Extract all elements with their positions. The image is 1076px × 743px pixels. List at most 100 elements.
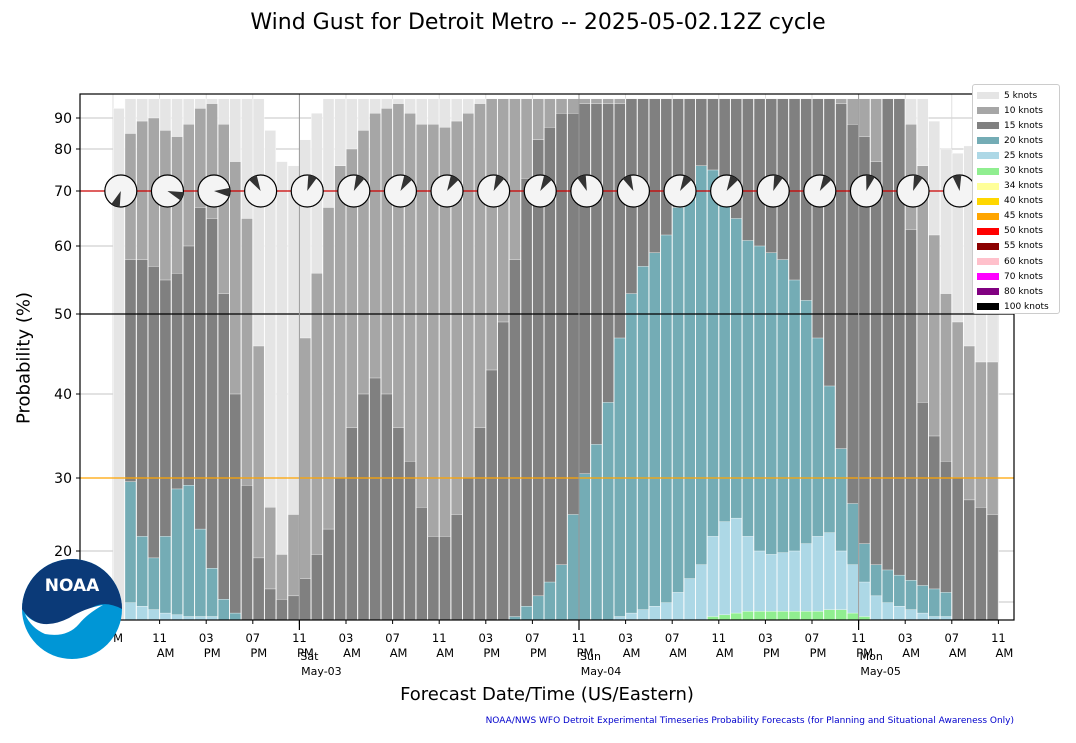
x-tick-label: 03 bbox=[478, 631, 493, 645]
legend-item: 80 knots bbox=[977, 284, 1057, 299]
bar-25-knots bbox=[893, 606, 906, 621]
wind-glyph-wedge bbox=[214, 187, 231, 197]
legend-item: 30 knots bbox=[977, 163, 1057, 178]
bar-20-knots bbox=[217, 599, 230, 621]
x-tick-ampm-label: PM bbox=[577, 646, 594, 660]
x-tick-ampm-label: PM bbox=[250, 646, 267, 660]
legend-item: 10 knots bbox=[977, 103, 1057, 118]
x-tick-ampm-label: AM bbox=[623, 646, 641, 660]
x-tick-label: 11 bbox=[292, 631, 307, 645]
bar-20-knots bbox=[124, 481, 137, 621]
bar-20-knots bbox=[579, 473, 591, 621]
legend-item: 45 knots bbox=[977, 209, 1057, 224]
bar-15-knots bbox=[299, 578, 311, 621]
bar-20-knots bbox=[206, 568, 218, 621]
legend-swatch bbox=[977, 258, 999, 266]
bar-15-knots bbox=[369, 377, 381, 621]
y-tick-label: 70 bbox=[54, 184, 72, 200]
bar-20-knots bbox=[532, 595, 544, 621]
bar-30-knots bbox=[777, 611, 789, 621]
bar-15-knots bbox=[334, 477, 346, 621]
wind-direction-glyph bbox=[849, 174, 884, 208]
bar-25-knots bbox=[916, 612, 929, 621]
bar-15-knots bbox=[217, 293, 230, 621]
legend-swatch bbox=[977, 137, 999, 145]
x-tick-ampm-label: PM bbox=[297, 646, 314, 660]
y-tick-label: 80 bbox=[54, 142, 72, 158]
bar-25-knots bbox=[637, 609, 649, 621]
bar-25-knots bbox=[124, 602, 137, 621]
x-tick-ampm-label: PM bbox=[856, 646, 873, 660]
x-tick-ampm-label: AM bbox=[436, 646, 454, 660]
bar-20-knots bbox=[520, 606, 533, 621]
bar-25-knots bbox=[847, 564, 859, 621]
x-tick-label: 03 bbox=[199, 631, 214, 645]
wind-glyph-wedge bbox=[111, 191, 121, 207]
chart-title: Wind Gust for Detroit Metro -- 2025-05-0… bbox=[250, 10, 826, 35]
legend-label: 20 knots bbox=[1004, 135, 1043, 146]
wind-glyph-wedge bbox=[819, 175, 832, 191]
bar-15-knots bbox=[322, 528, 335, 621]
bar-5-knots bbox=[276, 161, 288, 621]
bar-25-knots bbox=[718, 521, 731, 621]
bar-20-knots bbox=[660, 234, 673, 621]
bar-30-knots bbox=[730, 612, 743, 621]
legend-label: 15 knots bbox=[1004, 120, 1043, 131]
legend-item: 55 knots bbox=[977, 239, 1057, 254]
bar-15-knots bbox=[206, 218, 218, 621]
bar-30-knots bbox=[835, 609, 847, 621]
y-tick-label: 20 bbox=[54, 544, 72, 560]
bar-25-knots bbox=[777, 552, 789, 621]
day-name-label: Sun bbox=[580, 650, 601, 663]
bar-15-knots bbox=[532, 139, 544, 621]
bar-20-knots bbox=[182, 485, 195, 621]
legend-swatch bbox=[977, 212, 999, 220]
x-tick-ampm-label: AM bbox=[343, 646, 361, 660]
bar-15-knots bbox=[229, 393, 242, 621]
wind-direction-glyph bbox=[430, 174, 464, 208]
bar-15-knots bbox=[404, 461, 416, 621]
bar-25-knots bbox=[625, 612, 638, 621]
legend-label: 100 knots bbox=[1004, 301, 1049, 312]
bar-15-knots bbox=[870, 161, 882, 621]
legend-label: 70 knots bbox=[1004, 271, 1043, 282]
bar-15-knots bbox=[311, 554, 323, 621]
x-tick-label: 11 bbox=[572, 631, 587, 645]
x-tick-ampm-label: AM bbox=[996, 646, 1014, 660]
bar-30-knots bbox=[788, 611, 801, 621]
bar-20-knots bbox=[695, 165, 708, 621]
wind-direction-glyph bbox=[104, 174, 138, 208]
bar-15-knots bbox=[986, 514, 999, 621]
legend-label: 25 knots bbox=[1004, 150, 1043, 161]
wind-direction-glyph bbox=[244, 174, 278, 208]
bar-20-knots bbox=[928, 588, 941, 621]
day-name-label: Mon bbox=[860, 650, 883, 663]
wind-direction-glyph bbox=[197, 174, 231, 208]
noaa-logo-text: NOAA bbox=[45, 576, 100, 596]
wind-direction-glyph bbox=[150, 174, 185, 208]
bar-20-knots bbox=[683, 190, 696, 621]
bar-25-knots bbox=[788, 550, 801, 621]
bar-30-knots bbox=[800, 611, 812, 621]
legend-swatch bbox=[977, 273, 999, 281]
x-tick-ampm-label: PM bbox=[204, 646, 221, 660]
wind-glyph-wedge bbox=[400, 175, 412, 191]
bar-25-knots bbox=[812, 536, 824, 621]
legend-label: 5 knots bbox=[1004, 90, 1038, 101]
bar-20-knots bbox=[672, 207, 684, 621]
legend-label: 40 knots bbox=[1004, 196, 1043, 207]
x-tick-label: 11 bbox=[851, 631, 866, 645]
bar-20-knots bbox=[171, 488, 183, 621]
bar-25-knots bbox=[683, 578, 696, 621]
bar-25-knots bbox=[672, 592, 684, 621]
x-tick-ampm-label: AM bbox=[669, 646, 687, 660]
plot-frame bbox=[79, 93, 1015, 621]
wind-direction-glyph bbox=[477, 174, 511, 208]
x-tick-label: 07 bbox=[245, 631, 260, 645]
bar-20-knots bbox=[555, 564, 568, 621]
x-tick-label: 11 bbox=[711, 631, 726, 645]
wind-glyph-wedge bbox=[540, 175, 552, 191]
bar-25-knots bbox=[695, 564, 708, 621]
x-tick-ampm-label: AM bbox=[716, 646, 734, 660]
bar-25-knots bbox=[882, 602, 894, 621]
